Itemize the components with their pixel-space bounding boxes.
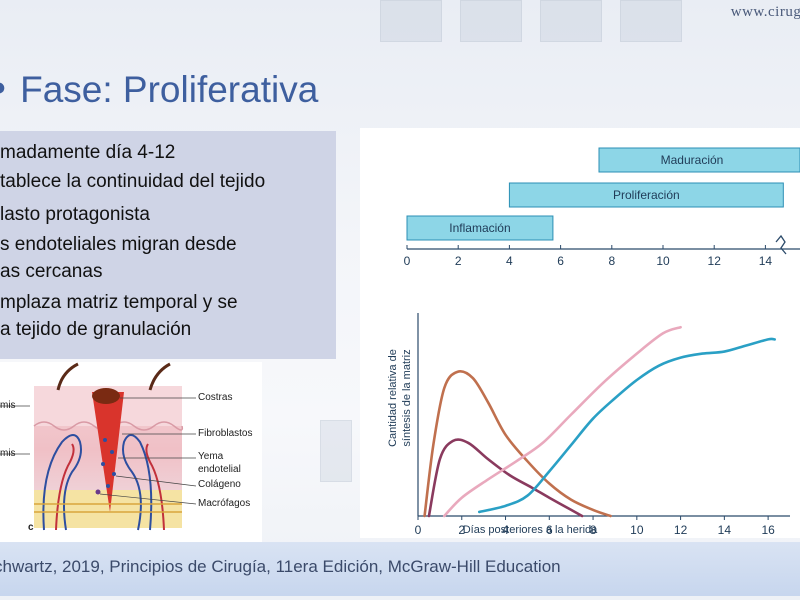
- y-axis-label: síntesis de la matriz: [401, 349, 413, 446]
- x-tick-label: 0: [415, 523, 422, 537]
- blood-vessel: [145, 443, 165, 531]
- axis-break-symbol: [775, 234, 787, 255]
- header-url: www.cirugi: [730, 4, 800, 20]
- line-plot: Cantidad relativa de síntesis de la matr…: [387, 313, 790, 537]
- leader-line: [99, 493, 197, 505]
- x-tick-label: 2: [458, 523, 465, 537]
- skin-illustration: Costras Fibroblastos Yema endotelial Col…: [0, 362, 262, 542]
- panel-letter: c: [28, 522, 34, 533]
- reference-text: chwartz, 2019, Principios de Cirugía, 11…: [0, 557, 561, 576]
- timeline-tick-label: 10: [656, 254, 670, 268]
- chart-panel: 0 2 4 6 8 10 12 14 16 Inflamación Proliferación Mad…: [360, 128, 800, 538]
- series-line: [427, 438, 584, 518]
- series-line: [477, 337, 776, 514]
- x-tick-label: 14: [718, 523, 732, 537]
- hair: [56, 362, 79, 391]
- timeline-tick-label: 0: [404, 254, 411, 268]
- cell: [110, 450, 114, 454]
- background-decoration: [620, 0, 682, 42]
- label-yema: Yema: [198, 451, 224, 462]
- series-line: [423, 370, 612, 518]
- footer-band: [0, 542, 800, 596]
- phase-bar: [508, 182, 784, 208]
- title-bullet: •: [0, 68, 10, 111]
- phase-bar: [406, 215, 554, 241]
- bullet-line: madamente día 4-12: [0, 142, 176, 163]
- macrophage: [95, 489, 101, 495]
- background-decoration: [320, 420, 352, 482]
- cell: [101, 462, 105, 466]
- label-macrofagos: Macrófagos: [198, 498, 251, 509]
- scab: [92, 388, 120, 404]
- background-decoration: [380, 0, 442, 42]
- x-tick-label: 10: [630, 523, 644, 537]
- hair: [148, 362, 171, 391]
- bullet-line: mplaza matriz temporal y se: [0, 292, 238, 313]
- background-decoration: [540, 0, 602, 42]
- cell: [103, 438, 107, 442]
- bullet-line: s endoteliales migran desde: [0, 234, 237, 255]
- y-axis-label: Cantidad relativa de: [387, 349, 399, 447]
- bullet-line: tablece la continuidad del tejido: [0, 171, 266, 192]
- title-text: Fase: Proliferativa: [20, 69, 319, 110]
- phase-timeline: 0246810121416InflamaciónProliferaciónMad…: [404, 147, 800, 268]
- blood-vessel: [42, 434, 82, 531]
- x-tick-label: 16: [761, 523, 775, 537]
- wound-channel: [92, 392, 124, 512]
- bullet-line: a tejido de granulación: [0, 319, 192, 340]
- background-decoration: [460, 0, 522, 42]
- timeline-tick-label: 14: [759, 254, 773, 268]
- cell: [106, 484, 110, 488]
- blood-vessel: [122, 434, 153, 531]
- x-tick-label: 6: [546, 523, 553, 537]
- x-tick-label: 8: [590, 523, 597, 537]
- bullet-line: as cercanas: [0, 261, 103, 282]
- x-tick-label: 4: [502, 523, 509, 537]
- slide-title: • Fase: Proliferativa: [0, 68, 318, 111]
- label-epidermis: mis: [0, 400, 16, 411]
- x-axis-label: Días posteriores a la herida: [463, 524, 598, 536]
- series-line: [442, 325, 682, 518]
- phase-label: Maduración: [661, 153, 724, 167]
- label-costras: Costras: [198, 392, 233, 403]
- cell: [112, 472, 116, 476]
- label-colageno: Colágeno: [198, 479, 241, 490]
- bullet-box: madamente día 4-12 tablece la continuida…: [0, 131, 336, 359]
- timeline-tick-label: 6: [557, 254, 564, 268]
- blood-vessel: [55, 443, 75, 531]
- phase-label: Proliferación: [613, 188, 680, 202]
- label-dermis: mis: [0, 448, 16, 459]
- label-endotelial: endotelial: [198, 464, 241, 475]
- phase-label: Inflamación: [449, 221, 510, 235]
- leader-line: [115, 475, 197, 487]
- bullet-line: lasto protagonista: [0, 204, 150, 225]
- timeline-tick-label: 8: [608, 254, 615, 268]
- timeline-tick-label: 2: [455, 254, 462, 268]
- x-tick-label: 12: [674, 523, 688, 537]
- chart-svg: 0 2 4 6 8 10 12 14 16 Inflamación Proliferación Mad…: [387, 147, 800, 537]
- phase-bar: [598, 147, 800, 173]
- skin-diagram: [0, 362, 197, 531]
- label-fibroblastos: Fibroblastos: [198, 428, 253, 439]
- timeline-tick-label: 4: [506, 254, 513, 268]
- timeline-tick-label: 12: [708, 254, 722, 268]
